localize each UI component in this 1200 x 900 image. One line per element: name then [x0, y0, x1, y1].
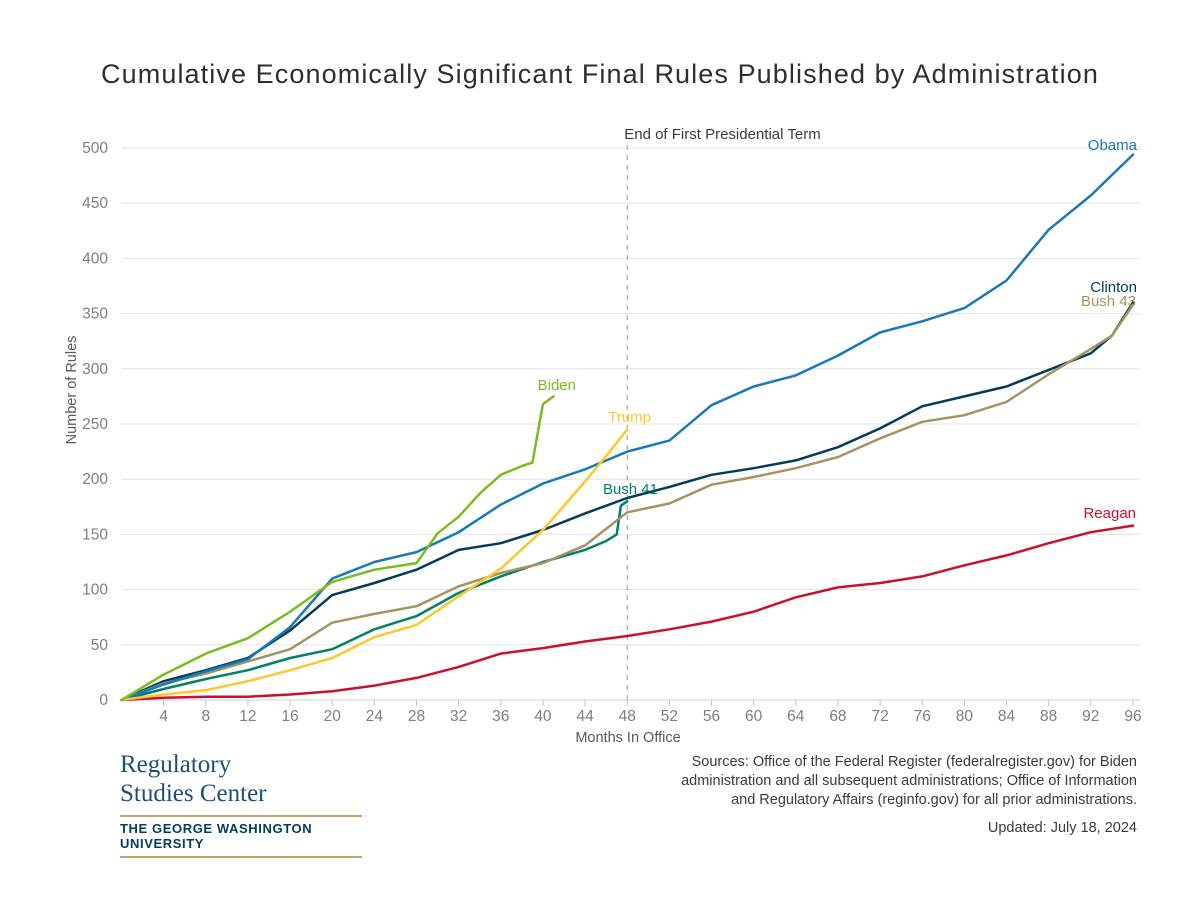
series-line-bush-41: [120, 500, 629, 702]
x-tick-label-80: 80: [956, 708, 974, 725]
series-label-clinton: Clinton: [1090, 279, 1137, 296]
sources-note: Sources: Office of the Federal Register …: [557, 753, 1137, 810]
x-tick-label-36: 36: [492, 708, 509, 725]
series-line-trump: [120, 428, 629, 702]
logo-line-2: Studies Center: [120, 780, 267, 807]
end-of-first-term-label: End of First Presidential Term: [624, 126, 820, 143]
x-axis-title: Months In Office: [575, 730, 680, 746]
x-tick-label-60: 60: [745, 708, 763, 725]
updated-date: Updated: July 18, 2024: [987, 820, 1137, 836]
x-tick-label-40: 40: [534, 708, 552, 725]
y-tick-label-300: 300: [82, 361, 108, 378]
sources-line-3: and Regulatory Affairs (reginfo.gov) for…: [731, 792, 1137, 808]
y-tick-label-50: 50: [91, 637, 109, 654]
x-tick-label-16: 16: [281, 708, 298, 725]
series-line-bush-43: [120, 303, 1135, 702]
x-tick-label-96: 96: [1124, 708, 1141, 725]
x-tick-label-76: 76: [914, 708, 931, 725]
series-label-trump: Trump: [608, 409, 651, 426]
x-tick-label-92: 92: [1082, 708, 1099, 725]
x-tick-label-24: 24: [366, 708, 384, 725]
logo-university-name: THE GEORGE WASHINGTON UNIVERSITY: [120, 821, 313, 851]
series-line-obama: [120, 153, 1135, 702]
y-tick-label-200: 200: [82, 471, 108, 488]
x-tick-label-88: 88: [1040, 708, 1057, 725]
series-label-bush-43: Bush 43: [1081, 293, 1136, 310]
x-tick-label-28: 28: [408, 708, 425, 725]
y-tick-label-150: 150: [82, 526, 108, 543]
x-tick-label-72: 72: [871, 708, 888, 725]
x-tick-label-68: 68: [829, 708, 846, 725]
y-tick-label-500: 500: [82, 140, 108, 157]
x-tick-label-64: 64: [787, 708, 805, 725]
logo-divider-top: [120, 815, 362, 817]
series-label-obama: Obama: [1088, 137, 1138, 154]
x-tick-label-8: 8: [201, 708, 210, 725]
y-tick-label-0: 0: [99, 692, 108, 709]
y-axis-title: Number of Rules: [64, 336, 80, 445]
y-tick-label-250: 250: [82, 416, 108, 433]
series-line-reagan: [120, 524, 1135, 702]
series-label-reagan: Reagan: [1083, 505, 1136, 522]
y-tick-label-100: 100: [82, 582, 108, 599]
logo-divider-bottom: [120, 856, 362, 858]
x-tick-label-48: 48: [619, 708, 636, 725]
y-tick-label-400: 400: [82, 250, 108, 267]
series-line-clinton: [120, 301, 1135, 702]
y-tick-label-450: 450: [82, 195, 108, 212]
chart-title: Cumulative Economically Significant Fina…: [101, 59, 1099, 89]
x-tick-label-4: 4: [159, 708, 168, 725]
x-tick-label-56: 56: [703, 708, 720, 725]
x-tick-label-44: 44: [576, 708, 594, 725]
y-tick-label-350: 350: [82, 306, 108, 323]
sources-line-1: Sources: Office of the Federal Register …: [691, 754, 1137, 770]
series-label-biden: Biden: [538, 377, 576, 394]
sources-line-2: administration and all subsequent admini…: [681, 773, 1137, 789]
x-tick-label-84: 84: [998, 708, 1016, 725]
regulatory-studies-center-logo: Regulatory Studies Center THE GEORGE WAS…: [120, 750, 380, 858]
series-label-bush-41: Bush 41: [603, 481, 658, 498]
x-tick-label-32: 32: [450, 708, 467, 725]
x-tick-label-20: 20: [324, 708, 342, 725]
x-tick-label-52: 52: [661, 708, 678, 725]
series-line-biden: [120, 395, 555, 702]
logo-line-1: Regulatory: [120, 751, 232, 778]
x-tick-label-12: 12: [239, 708, 256, 725]
